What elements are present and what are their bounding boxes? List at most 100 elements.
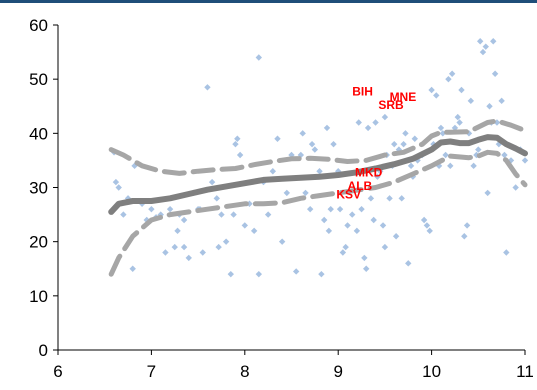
data-point (451, 124, 459, 132)
data-point (370, 216, 377, 224)
data-point (420, 216, 428, 224)
data-point (199, 249, 206, 256)
data-point (486, 103, 493, 110)
y-tick-label: 10 (29, 287, 48, 306)
data-point (463, 222, 471, 229)
data-point (521, 157, 529, 164)
y-axis-ticks: 0 10 20 30 40 50 60 (29, 16, 58, 360)
data-point (461, 233, 468, 240)
data-point (234, 135, 241, 142)
data-point (330, 140, 337, 148)
x-tick-label: 11 (516, 362, 534, 381)
data-point (467, 97, 475, 105)
data-point (476, 38, 484, 45)
data-point (458, 86, 465, 94)
country-label: ALB (348, 179, 373, 193)
data-point (288, 151, 295, 159)
data-point (174, 227, 181, 235)
data-point (339, 249, 347, 256)
data-point (120, 211, 127, 218)
data-point (204, 84, 211, 91)
y-tick-label: 50 (29, 70, 48, 89)
data-point (484, 189, 491, 197)
x-tick-label: 9 (333, 362, 342, 381)
data-point (283, 189, 291, 197)
data-point (367, 195, 375, 202)
data-point (218, 211, 225, 218)
data-point (423, 222, 431, 229)
data-point (479, 48, 487, 56)
country-label: SRB (378, 98, 404, 112)
data-point (344, 222, 351, 229)
data-point (316, 168, 323, 175)
data-point (299, 130, 306, 137)
data-point (342, 243, 349, 251)
data-point (512, 184, 519, 191)
data-point (454, 113, 461, 121)
data-point (180, 216, 188, 224)
x-tick-label: 10 (422, 362, 441, 381)
data-point (236, 151, 244, 159)
data-point (363, 265, 370, 272)
data-point (185, 254, 192, 262)
data-point (490, 38, 497, 45)
x-tick-label: 8 (240, 362, 249, 381)
data-point (227, 270, 234, 278)
data-point (318, 270, 325, 278)
data-point (386, 195, 393, 202)
data-point (442, 151, 449, 159)
x-axis-ticks: 6 7 8 9 10 11 (53, 350, 534, 381)
y-tick-label: 0 (39, 341, 48, 360)
data-point (456, 119, 463, 126)
data-point (482, 43, 489, 50)
confidence-bands (108, 118, 528, 277)
data-point (246, 200, 253, 207)
data-point (320, 216, 328, 224)
data-point (208, 178, 216, 186)
data-point (475, 146, 482, 153)
y-tick-label: 20 (29, 233, 48, 252)
data-point (311, 146, 319, 153)
data-point (115, 184, 122, 191)
data-point (433, 92, 440, 99)
data-point (327, 205, 334, 213)
data-point (112, 178, 120, 186)
axes (57, 25, 525, 351)
country-label: BIH (352, 84, 373, 98)
data-point (264, 211, 272, 218)
data-point (302, 189, 309, 197)
data-point (241, 222, 248, 229)
data-point (491, 70, 499, 77)
fit-line (108, 134, 528, 215)
country-label: KSV (336, 187, 361, 201)
country-label: MKD (355, 166, 383, 180)
x-tick-label: 7 (147, 362, 156, 381)
data-point (355, 119, 362, 126)
data-point (498, 97, 505, 105)
data-point (255, 270, 263, 278)
country-label: MNE (390, 90, 417, 104)
data-point (278, 238, 286, 245)
data-point (501, 151, 508, 159)
upper-band-line (108, 118, 528, 176)
lower-band-line (108, 149, 528, 277)
y-tick-label: 60 (29, 16, 48, 35)
data-point (379, 222, 387, 229)
data-point (222, 238, 230, 245)
data-point (308, 140, 316, 148)
data-point (405, 260, 412, 267)
data-point (470, 162, 477, 170)
data-point (250, 227, 258, 235)
data-point (230, 211, 237, 218)
data-point (437, 124, 445, 132)
data-point (180, 243, 188, 251)
data-point (269, 168, 277, 175)
data-point (349, 211, 356, 218)
data-point (381, 243, 389, 251)
x-tick-label: 6 (53, 362, 62, 381)
data-point (215, 243, 222, 251)
data-point (402, 130, 409, 137)
data-point (336, 205, 344, 213)
